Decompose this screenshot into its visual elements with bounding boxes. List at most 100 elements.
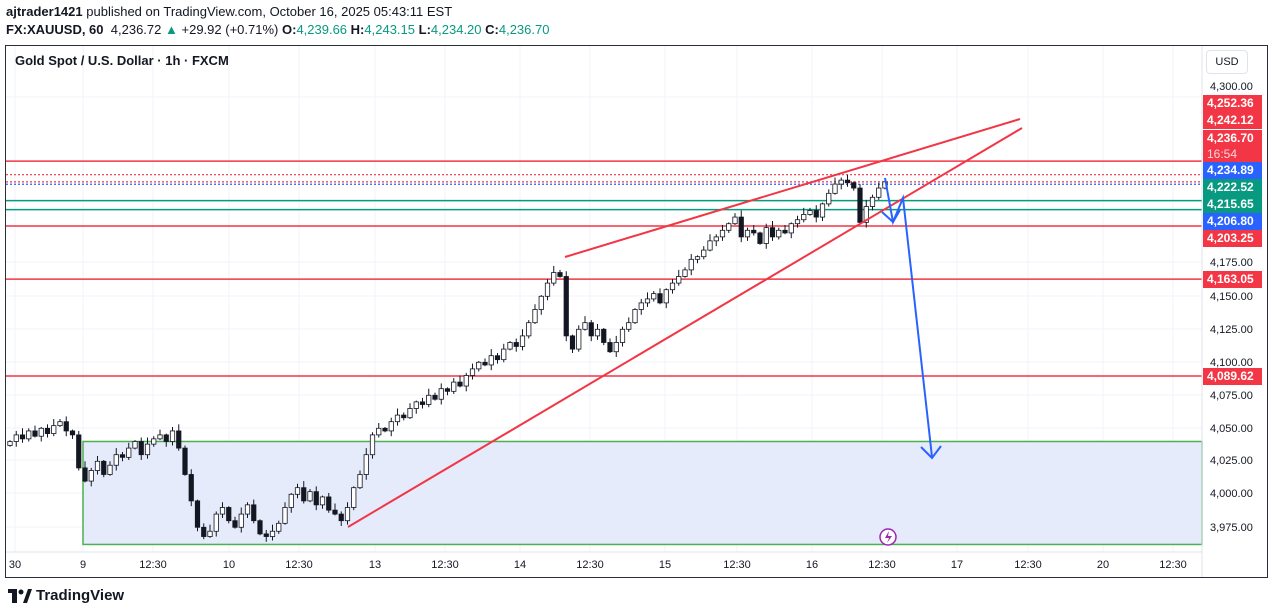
candle-body — [369, 434, 376, 456]
candle — [338, 511, 344, 526]
candle — [469, 363, 476, 380]
candle-body — [13, 434, 19, 442]
candle — [294, 483, 301, 499]
candle-body — [169, 430, 176, 442]
arrow-head-icon — [920, 445, 942, 460]
candle — [407, 403, 413, 420]
candle — [638, 298, 644, 315]
candle-body — [538, 295, 544, 310]
candle — [651, 291, 657, 302]
candle — [357, 470, 363, 490]
candle — [544, 279, 551, 301]
candle-body — [269, 530, 276, 537]
candle-body — [726, 223, 732, 231]
candle-body — [482, 361, 488, 366]
candle — [832, 177, 838, 195]
candle — [682, 267, 688, 278]
candle-body — [707, 240, 713, 251]
author[interactable]: ajtrader1421 — [6, 4, 83, 19]
candle — [494, 353, 501, 364]
candle — [232, 516, 238, 529]
candle — [382, 426, 388, 433]
x-tick-label: 15 — [659, 559, 671, 571]
candle — [457, 375, 463, 388]
candle-body — [57, 421, 63, 427]
badge-price: 4,206.80 — [1207, 214, 1254, 228]
candle — [7, 440, 13, 447]
candle-body — [263, 533, 269, 537]
candle — [63, 416, 69, 437]
x-tick-label: 12:30 — [139, 559, 167, 571]
candle-body — [107, 464, 113, 475]
candle — [676, 269, 682, 286]
candle — [257, 519, 263, 536]
candle-body — [382, 427, 388, 432]
candle-body — [201, 526, 207, 537]
y-tick-label: 4,100.00 — [1210, 357, 1253, 369]
candle-body — [244, 504, 251, 515]
candle-body — [332, 509, 338, 515]
candle-body — [151, 438, 157, 445]
candle — [119, 452, 126, 462]
candle-body — [751, 229, 757, 234]
candle — [251, 499, 257, 524]
x-tick-label: 17 — [951, 559, 963, 571]
candle-body — [807, 210, 813, 215]
candle-body — [444, 388, 451, 392]
candle-body — [76, 434, 82, 469]
candle — [757, 231, 763, 245]
candle-body — [157, 434, 163, 440]
candle-body — [463, 375, 469, 387]
candle-body — [144, 443, 151, 456]
candle — [657, 288, 663, 305]
candle — [282, 502, 288, 525]
candle-body — [276, 522, 282, 532]
candle — [438, 383, 444, 405]
x-tick-label: 12:30 — [868, 559, 896, 571]
currency-button[interactable]: USD — [1206, 50, 1248, 74]
candle — [632, 308, 638, 325]
candle — [807, 207, 813, 216]
price-badge: 4,222.52 — [1203, 179, 1262, 196]
candle-body — [376, 427, 382, 436]
candle — [101, 459, 107, 478]
y-tick-label: 4,025.00 — [1210, 455, 1253, 467]
candle — [776, 227, 782, 240]
candle — [782, 225, 788, 235]
candle-body — [294, 487, 301, 495]
candle — [794, 215, 801, 228]
y-tick-label: 4,050.00 — [1210, 423, 1253, 435]
badge-price: 4,203.25 — [1207, 231, 1254, 245]
candle-body — [44, 427, 51, 434]
candle — [576, 325, 582, 352]
candle-body — [844, 179, 851, 184]
candle — [288, 492, 294, 513]
price-badge: 4,236.70 16:54 — [1203, 130, 1262, 162]
candle-body — [694, 256, 701, 260]
candle-body — [501, 348, 507, 361]
price-badge: 4,234.89 — [1203, 162, 1262, 179]
candle — [326, 492, 332, 513]
candle — [501, 343, 507, 363]
candle — [57, 419, 63, 427]
up-triangle-icon: ▲ — [165, 22, 178, 37]
candle — [351, 486, 357, 511]
candle-body — [101, 460, 107, 475]
candle-body — [744, 229, 751, 238]
candle — [394, 408, 401, 426]
candle-body — [801, 214, 807, 221]
candle-body — [532, 309, 538, 324]
candle-body — [388, 421, 394, 432]
candle — [688, 254, 694, 276]
price-badge: 4,252.36 — [1203, 95, 1262, 112]
published-text: published on TradingView.com, October 16… — [86, 4, 453, 19]
candle-body — [226, 507, 232, 522]
candle-body — [82, 467, 88, 482]
candle — [76, 430, 82, 471]
candle — [163, 433, 169, 447]
candle-body — [582, 322, 588, 330]
candle-body — [544, 282, 551, 297]
candle — [369, 432, 376, 459]
y-tick-label: 4,175.00 — [1210, 257, 1253, 269]
